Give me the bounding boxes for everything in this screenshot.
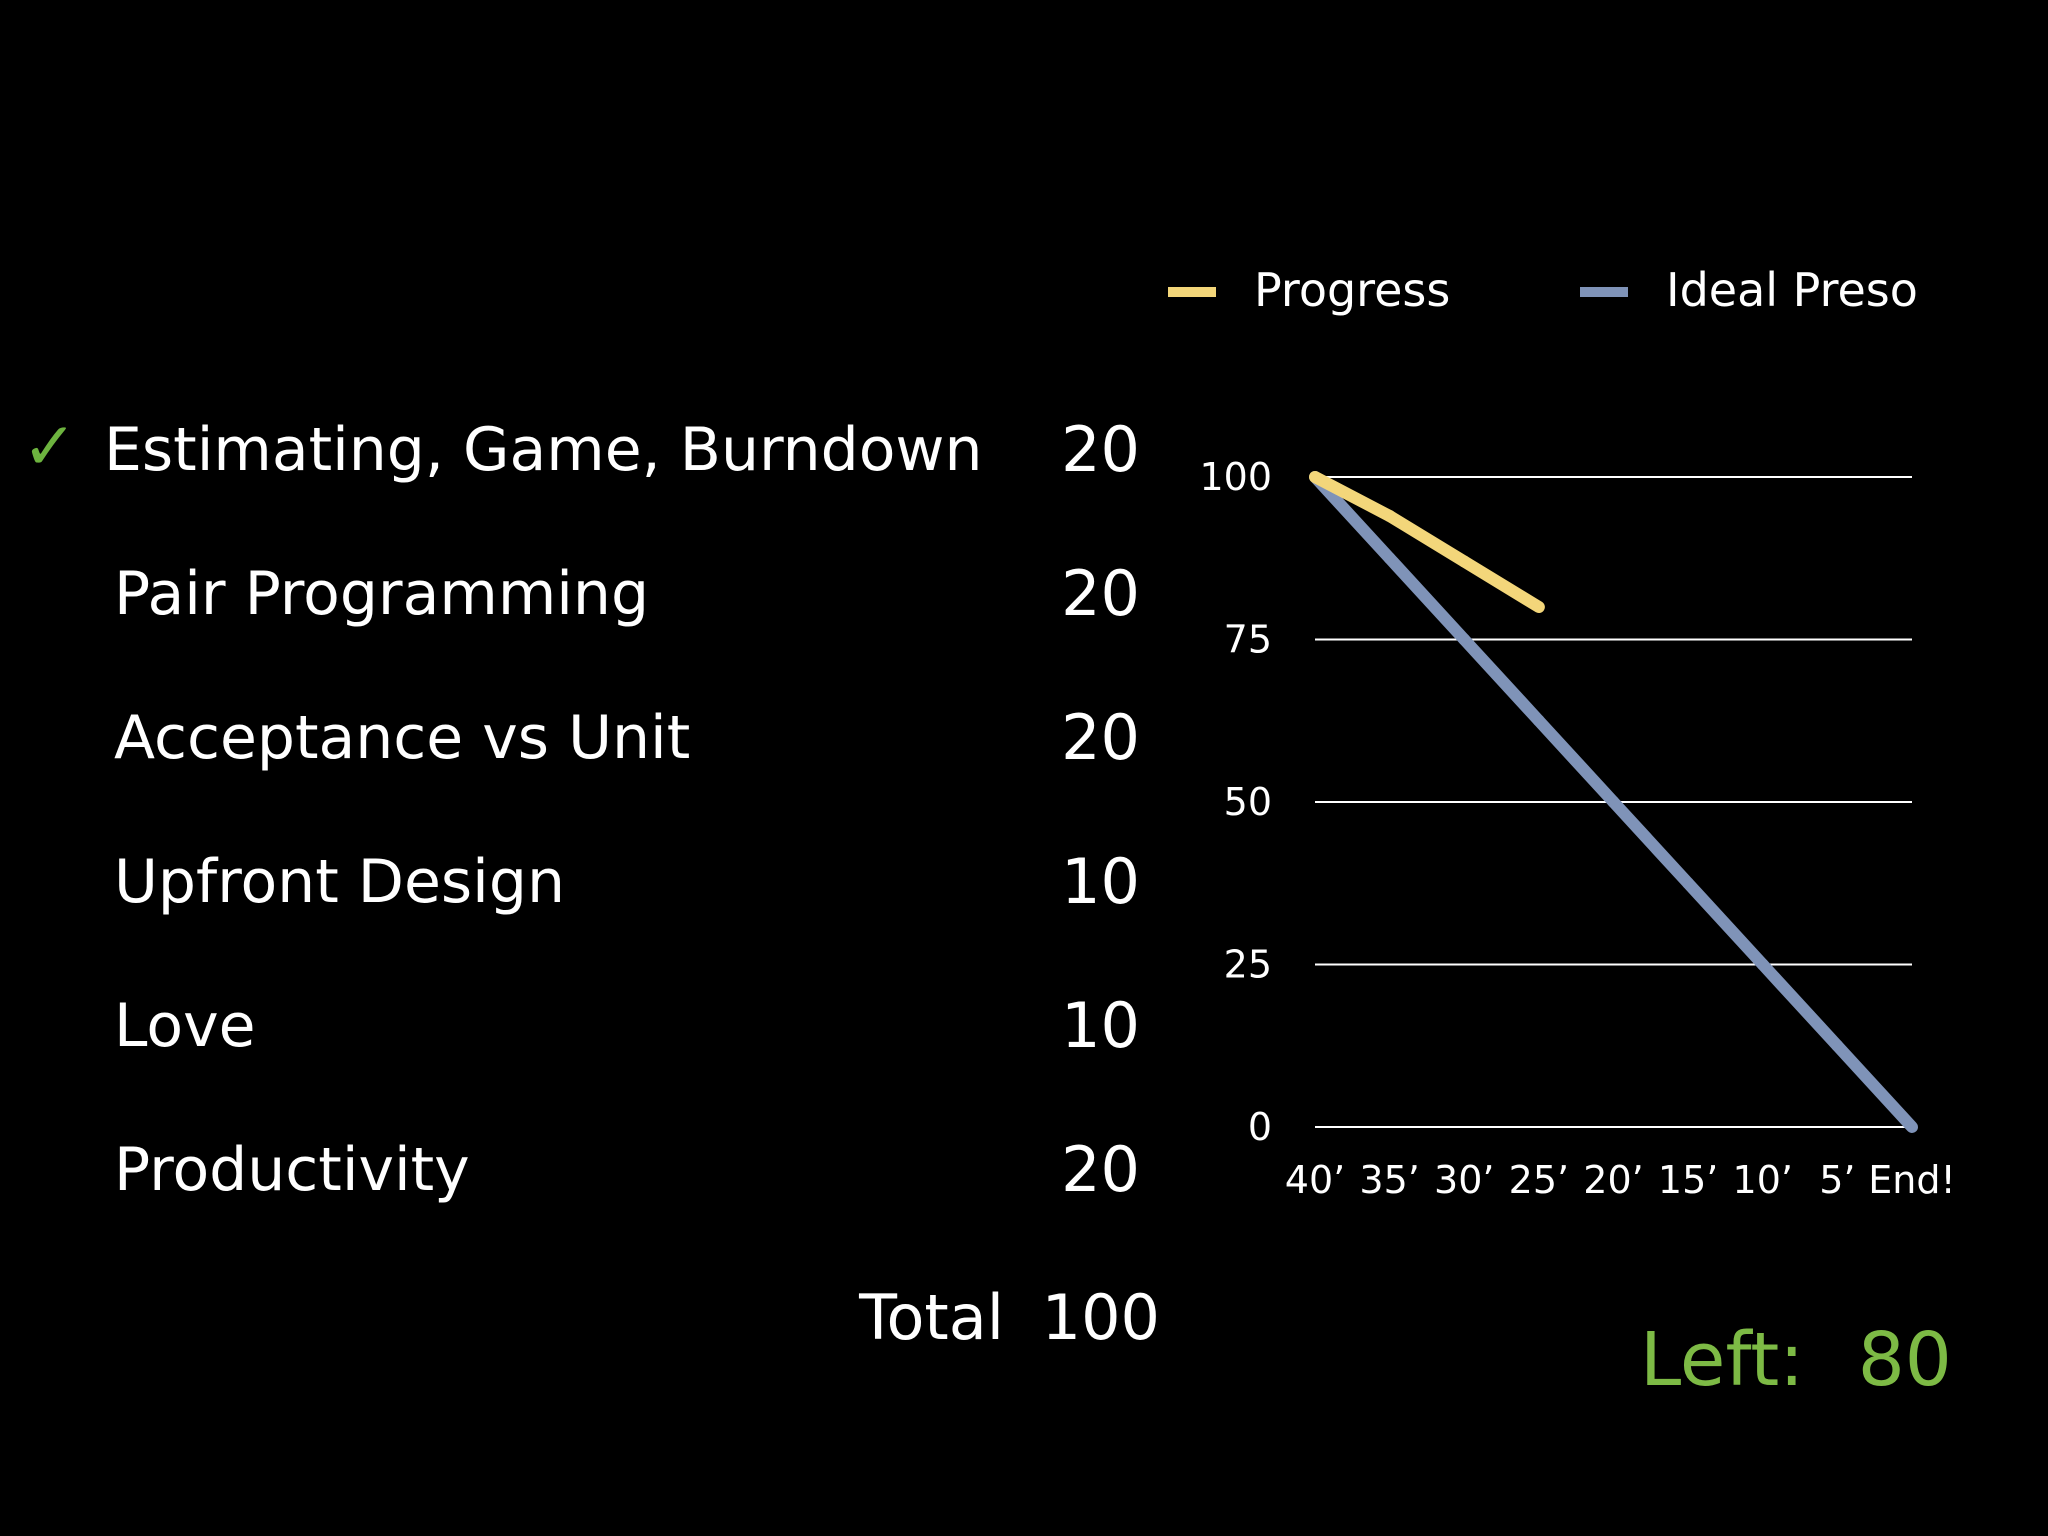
legend-label: Ideal Preso	[1666, 263, 1918, 317]
y-tick-label: 75	[1224, 618, 1272, 662]
topic-points: 20	[1061, 413, 1140, 486]
y-tick-label: 50	[1224, 780, 1272, 824]
x-tick-label: 25’	[1509, 1158, 1569, 1202]
topic-row: Acceptance vs Unit 20	[0, 688, 1160, 798]
topic-label: Pair Programming	[114, 559, 650, 629]
x-tick-label: 10’	[1733, 1158, 1793, 1202]
topic-list: ✓ Estimating, Game, Burndown 20 Pair Pro…	[0, 400, 1160, 1230]
series-segment	[1831, 1039, 1918, 1133]
total-label: Total	[859, 1281, 1004, 1354]
x-tick-label: 5’	[1819, 1158, 1855, 1202]
topic-row: Pair Programming 20	[0, 544, 1160, 654]
topic-label: Estimating, Game, Burndown	[104, 415, 983, 485]
y-tick-label: 25	[1224, 943, 1272, 987]
topic-label: Upfront Design	[114, 847, 565, 917]
topic-label: Acceptance vs Unit	[114, 703, 691, 773]
topic-points: 20	[1061, 557, 1140, 630]
series-segment	[1532, 714, 1620, 808]
check-icon: ✓	[22, 408, 78, 485]
x-tick-label: 15’	[1658, 1158, 1718, 1202]
left-label: Left:	[1640, 1317, 1805, 1403]
series-segment	[1682, 877, 1769, 971]
y-tick-label: 100	[1199, 455, 1272, 499]
x-tick-label: 20’	[1583, 1158, 1643, 1202]
series-segment	[1607, 796, 1695, 890]
topic-row: Upfront Design 10	[0, 832, 1160, 942]
left-counter: Left: 80	[1640, 1310, 2020, 1410]
burndown-chart-svg: 0 25 50 75 100 40’ 35’ 30’ 25’ 20’ 15’ 10’ 5’ End! Pro…	[1168, 263, 1956, 1202]
y-tick-label: 0	[1248, 1105, 1272, 1149]
topic-label: Productivity	[114, 1135, 470, 1205]
topic-row: ✓ Estimating, Game, Burndown 20	[0, 400, 1160, 510]
series-segment	[1309, 471, 1396, 522]
left-value: 80	[1857, 1317, 1952, 1403]
series-segment	[1458, 633, 1545, 727]
total-line: Total 100	[859, 1278, 1160, 1358]
topic-points: 20	[1061, 701, 1140, 774]
series-segment	[1383, 552, 1471, 646]
burndown-chart: 0 25 50 75 100 40’ 35’ 30’ 25’ 20’ 15’ 10’ 5’ End! Pro…	[1150, 240, 2030, 1220]
series-segment	[1458, 555, 1545, 613]
series-segment	[1756, 958, 1844, 1052]
topic-row: Productivity 20	[0, 1120, 1160, 1230]
total-value: 100	[1041, 1281, 1160, 1354]
series-segment	[1309, 471, 1396, 565]
topic-points: 10	[1061, 989, 1140, 1062]
x-tick-label: 35’	[1359, 1158, 1419, 1202]
series-segment	[1383, 510, 1471, 568]
topic-points: 20	[1061, 1133, 1140, 1206]
x-tick-label: End!	[1868, 1158, 1955, 1202]
x-tick-label: 40’	[1285, 1158, 1345, 1202]
topic-points: 10	[1061, 845, 1140, 918]
x-tick-label: 30’	[1434, 1158, 1494, 1202]
topic-row: Love 10	[0, 976, 1160, 1086]
legend-label: Progress	[1254, 263, 1450, 317]
topic-label: Love	[114, 991, 256, 1061]
